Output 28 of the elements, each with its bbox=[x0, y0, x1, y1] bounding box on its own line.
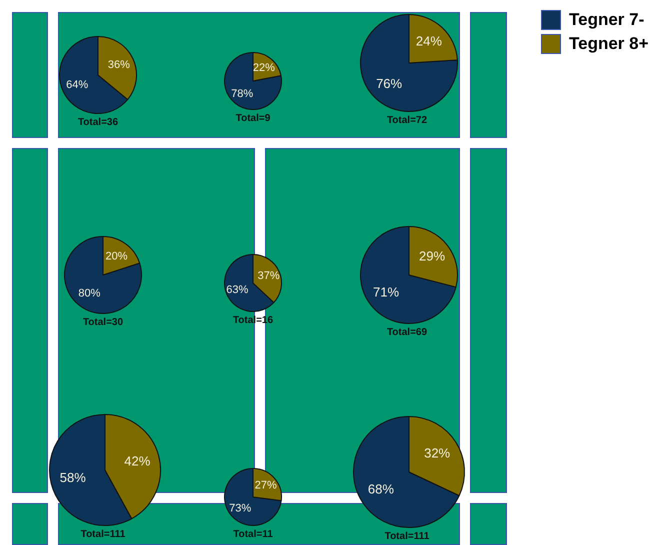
data-label: 80% bbox=[78, 288, 101, 300]
text: Total=69 bbox=[386, 327, 428, 338]
legend-label: Tegner 7- bbox=[569, 10, 644, 30]
data-label: 20% bbox=[106, 250, 128, 262]
data-label: 76% bbox=[376, 76, 403, 91]
data-label: 32% bbox=[424, 446, 451, 461]
data-label: 27% bbox=[254, 480, 278, 492]
text: Total=36 bbox=[76, 117, 120, 128]
data-label: 73% bbox=[229, 502, 252, 514]
text: Total=111 bbox=[80, 529, 126, 540]
data-label: 24% bbox=[416, 33, 442, 48]
data-label: 22% bbox=[252, 62, 276, 74]
data-label: 78% bbox=[231, 88, 254, 100]
data-label: 29% bbox=[418, 248, 446, 264]
text: Total=11 bbox=[232, 529, 274, 540]
text: Total=72 bbox=[386, 115, 428, 126]
data-label: 42% bbox=[124, 453, 151, 468]
data-label: 58% bbox=[60, 470, 86, 485]
data-label: 36% bbox=[108, 59, 130, 72]
data-label: 37% bbox=[258, 270, 280, 282]
text: Total=111 bbox=[384, 531, 430, 542]
text: Total=30 bbox=[82, 317, 124, 328]
data-label: 68% bbox=[368, 481, 394, 496]
text: Total=9 bbox=[234, 113, 272, 124]
data-label: 71% bbox=[372, 284, 400, 300]
data-label: 64% bbox=[66, 78, 88, 91]
legend-label: Tegner 8+ bbox=[569, 34, 649, 54]
data-label: 63% bbox=[226, 284, 249, 296]
